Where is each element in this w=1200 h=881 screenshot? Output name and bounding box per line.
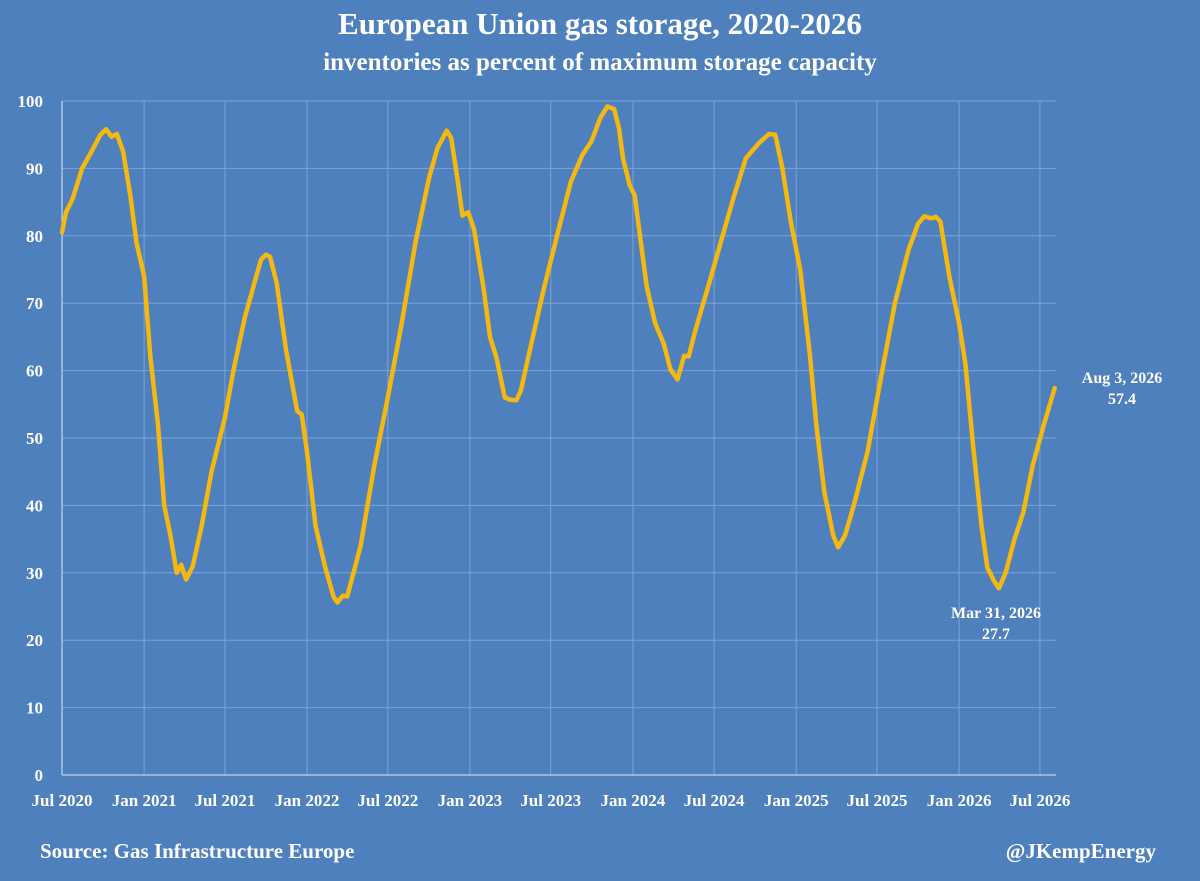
y-tick-label: 10	[26, 699, 43, 718]
series-line-eu-storage	[59, 104, 1057, 605]
x-tick-label: Jul 2024	[684, 791, 745, 810]
annotation-low-date: Mar 31, 2026	[951, 605, 1041, 622]
x-tick-label: Jan 2026	[927, 791, 992, 810]
y-tick-label: 60	[26, 362, 43, 381]
y-tick-label: 30	[26, 564, 43, 583]
x-tick-label: Jul 2022	[357, 791, 418, 810]
chart-subtitle: inventories as percent of maximum storag…	[323, 49, 877, 76]
x-tick-label: Jul 2025	[847, 791, 908, 810]
chart-title: European Union gas storage, 2020-2026	[338, 6, 862, 41]
y-tick-label: 80	[26, 227, 43, 246]
y-tick-label: 70	[26, 294, 43, 313]
x-tick-label: Jan 2021	[112, 791, 177, 810]
y-tick-label: 50	[26, 429, 43, 448]
annotation-latest-value: 57.4	[1108, 391, 1136, 408]
y-tick-label: 100	[18, 92, 44, 111]
author-handle: @JKempEnergy	[1005, 839, 1156, 863]
y-tick-label: 0	[35, 766, 44, 785]
annotation-latest-date: Aug 3, 2026	[1081, 370, 1163, 387]
x-tick-label: Jan 2023	[438, 791, 503, 810]
x-tick-label: Jan 2025	[764, 791, 829, 810]
source-note: Source: Gas Infrastructure Europe	[40, 839, 355, 863]
x-tick-label: Jan 2022	[275, 791, 340, 810]
x-tick-label: Jul 2026	[1009, 791, 1070, 810]
annotation-low: Mar 31, 2026 27.7	[930, 603, 1062, 645]
y-tick-label: 90	[26, 159, 43, 178]
y-tick-label: 40	[26, 496, 43, 515]
annotation-low-value: 27.7	[982, 626, 1010, 643]
y-tick-label: 20	[26, 631, 43, 650]
x-tick-label: Jul 2021	[194, 791, 255, 810]
annotation-latest: Aug 3, 2026 57.4	[1058, 368, 1186, 410]
x-tick-label: Jul 2023	[520, 791, 581, 810]
x-tick-label: Jan 2024	[601, 791, 666, 810]
x-tick-label: Jul 2020	[32, 791, 93, 810]
